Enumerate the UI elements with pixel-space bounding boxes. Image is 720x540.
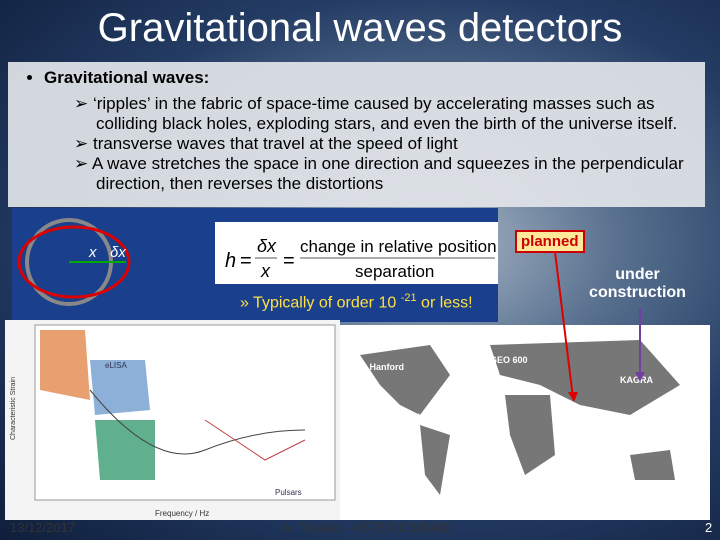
- title: Gravitational waves detectors: [97, 6, 623, 50]
- label: δx: [110, 244, 126, 261]
- map-label: LIGO Livingston: [380, 412, 450, 422]
- exponent: -21: [400, 292, 417, 304]
- note: » Typically of order 10 -21 or less!: [240, 292, 473, 312]
- chart-label: Pulsars: [275, 488, 302, 497]
- text-box: Gravitational waves: ‘ripples’ in the fa…: [8, 62, 705, 207]
- sensitivity-chart: eLISA Pulsars Frequency / Hz Characteris…: [5, 320, 340, 520]
- note-text: » Typically of order 10: [240, 294, 397, 312]
- bullet: A wave stretches the space in one direct…: [74, 154, 705, 194]
- x-axis-label: Frequency / Hz: [155, 509, 209, 518]
- map-label: LIGO Hanford: [345, 362, 404, 372]
- world-map: LIGO Hanford GEO 600 VIRGO LIGO Livingst…: [340, 325, 710, 520]
- footer-date: 13/12/2017: [10, 520, 76, 535]
- planned-label: planned: [515, 230, 585, 253]
- label: x: [88, 244, 97, 261]
- bullet: transverse waves that travel at the spee…: [74, 134, 705, 154]
- note-text: or less!: [421, 294, 473, 312]
- formula-text: =: [240, 250, 252, 272]
- ring-diagram: x δx: [17, 218, 131, 306]
- map-label: VIRGO: [490, 382, 519, 392]
- construction-label: under construction: [589, 266, 686, 301]
- footer-author: A. Trovato - ASTERICS/DADI: [282, 520, 452, 535]
- formula-text: x: [260, 261, 271, 281]
- formula: h = δx x = change in relative position s…: [215, 222, 498, 284]
- formula-text: =: [283, 250, 295, 272]
- map-label: KAGRA: [620, 375, 653, 385]
- formula-text: h: [225, 250, 236, 272]
- y-axis-label: Characteristic Strain: [10, 377, 17, 440]
- formula-text: separation: [355, 262, 434, 281]
- page-number: 2: [705, 520, 713, 535]
- bullet: ‘ripples’ in the fabric of space-time ca…: [74, 94, 705, 134]
- map-label: LIGO India: [555, 407, 601, 417]
- formula-text: δx: [257, 236, 277, 256]
- formula-text: change in relative position: [300, 237, 497, 256]
- map-label: GEO 600: [490, 355, 528, 365]
- bullet-heading: Gravitational waves:: [44, 68, 210, 87]
- chart-label: eLISA: [105, 361, 127, 370]
